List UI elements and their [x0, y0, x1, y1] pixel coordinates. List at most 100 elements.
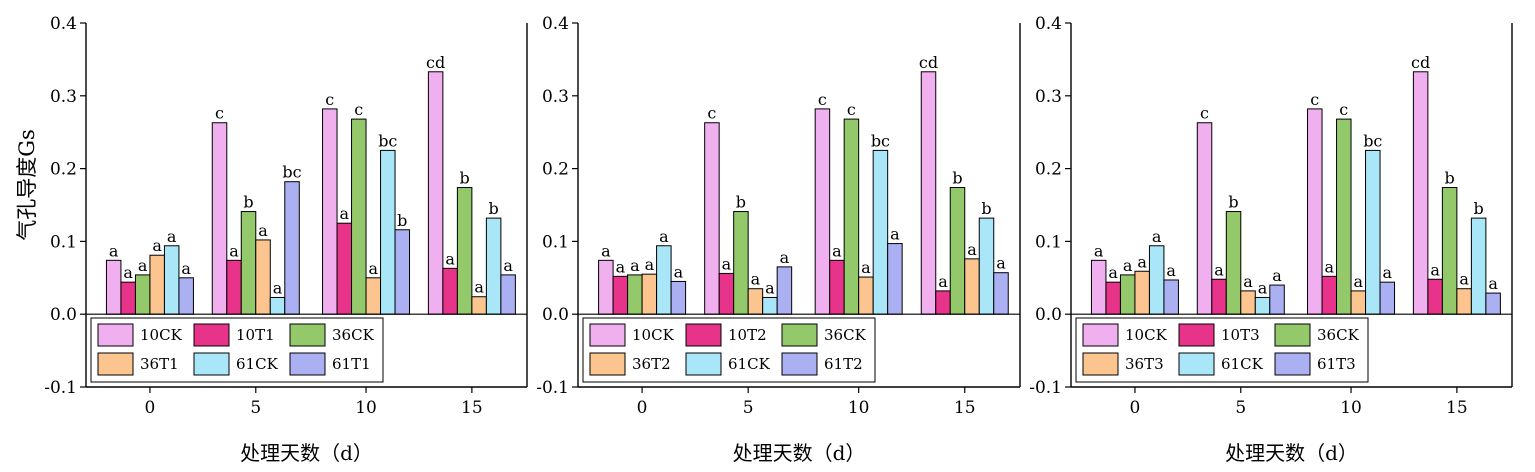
data-label-61T1-10: b — [397, 211, 407, 230]
bar-36CK-10 — [1336, 118, 1352, 315]
legend-swatch-10CK — [97, 323, 134, 347]
data-label-10CK-0: a — [109, 241, 119, 260]
data-label-61T2-10: a — [890, 225, 900, 244]
data-label-61CK-15: b — [489, 199, 499, 218]
legend-label-10T3: 10T3 — [1221, 326, 1260, 344]
x-axis-label: 处理天数（d） — [1225, 441, 1358, 465]
x-tick-label: 0 — [637, 398, 648, 418]
data-label-10T2-15: a — [938, 272, 948, 291]
data-label-61CK-5: a — [273, 278, 283, 297]
legend-box — [582, 317, 876, 383]
legend-swatch-36T1 — [97, 352, 134, 376]
data-label-61CK-0: a — [1152, 227, 1162, 246]
legend-swatch-36T2 — [589, 352, 626, 376]
y-tick-label: 0.4 — [542, 14, 569, 34]
bar-10CK-10 — [814, 108, 831, 315]
bar-10T1-5 — [226, 259, 242, 315]
bar-61CK-0 — [656, 245, 672, 315]
legend-label-10CK: 10CK — [632, 326, 675, 344]
data-label-10CK-0: a — [1094, 241, 1104, 260]
bar-36CK-15 — [1441, 187, 1458, 315]
legend-swatch-61CK — [1178, 352, 1215, 376]
data-label-61CK-15: b — [981, 199, 991, 218]
bar-61T2-15 — [993, 272, 1009, 315]
y-tick-label: 0.3 — [50, 87, 77, 107]
bar-36T3-0 — [1134, 270, 1150, 315]
x-tick-label: 15 — [1446, 398, 1468, 418]
bar-36T3-5 — [1240, 290, 1256, 315]
y-tick-label: 0.3 — [542, 87, 569, 107]
bar-36T2-10 — [858, 276, 874, 315]
data-label-10T1-0: a — [123, 263, 133, 282]
bar-61T3-15 — [1485, 292, 1501, 315]
y-tick-label: -0.1 — [44, 378, 77, 398]
y-tick-label: 0.1 — [1035, 232, 1062, 252]
bar-61T2-0 — [670, 280, 687, 315]
data-label-10CK-15: cd — [919, 53, 938, 72]
data-label-61CK-10: bc — [378, 131, 397, 150]
bar-10T2-0 — [612, 275, 629, 315]
bar-10T3-15 — [1427, 278, 1443, 315]
data-label-36CK-10: c — [1339, 100, 1348, 119]
data-label-61T2-5: a — [780, 248, 790, 267]
legend-label-36CK: 36CK — [1317, 326, 1360, 344]
data-label-10T3-0: a — [1108, 263, 1118, 282]
bar-36T2-5 — [747, 288, 764, 315]
x-axis-label: 处理天数（d） — [733, 441, 866, 465]
legend-box — [90, 317, 384, 383]
data-label-61T3-15: a — [1488, 274, 1498, 293]
data-label-61CK-15: b — [1474, 199, 1484, 218]
bar-61CK-5 — [269, 296, 286, 315]
data-label-36T2-0: a — [645, 255, 655, 274]
bar-36T3-15 — [1456, 288, 1472, 315]
legend-label-61CK: 61CK — [236, 355, 279, 373]
y-tick-label: 0.2 — [542, 160, 569, 180]
data-label-10CK-10: c — [325, 90, 334, 109]
bar-10T1-10 — [336, 222, 353, 315]
bar-10CK-5 — [211, 122, 228, 315]
data-label-36T3-10: a — [1354, 272, 1364, 291]
legend-box — [1075, 317, 1369, 383]
data-label-36T1-0: a — [152, 236, 162, 255]
bar-10CK-10 — [322, 108, 338, 315]
data-label-36T3-0: a — [1137, 252, 1147, 271]
data-label-10CK-5: c — [707, 104, 716, 123]
data-label-61CK-5: a — [765, 278, 775, 297]
legend-swatch-36CK — [781, 323, 818, 347]
data-label-61T2-0: a — [674, 262, 684, 281]
legend-swatch-61CK — [685, 352, 722, 376]
bar-36CK-0 — [1119, 274, 1136, 315]
x-tick-label: 10 — [848, 398, 870, 418]
y-tick-label: 0.1 — [542, 232, 569, 252]
legend-swatch-61T2 — [781, 352, 818, 376]
legend-label-36T2: 36T2 — [632, 355, 671, 373]
bar-10T3-5 — [1211, 278, 1227, 315]
bar-61T1-15 — [500, 274, 516, 315]
data-label-10T1-10: a — [340, 204, 350, 223]
data-label-10CK-10: c — [1310, 90, 1319, 109]
legend-label-10T2: 10T2 — [728, 326, 767, 344]
x-axis-label: 处理天数（d） — [240, 441, 373, 465]
bar-61CK-15 — [485, 217, 502, 315]
bar-10CK-0 — [105, 259, 122, 315]
data-label-61CK-10: bc — [871, 131, 890, 150]
bar-10T1-15 — [442, 267, 458, 315]
data-label-10T1-15: a — [445, 249, 455, 268]
y-tick-label: 0.2 — [1035, 160, 1062, 180]
bar-36CK-10 — [843, 118, 860, 315]
data-label-36CK-5: b — [1228, 193, 1238, 212]
legend-swatch-36T3 — [1082, 352, 1119, 376]
bar-61T1-5 — [284, 181, 300, 315]
bar-36CK-5 — [240, 211, 257, 315]
data-label-61CK-0: a — [659, 227, 669, 246]
x-tick-label: 15 — [461, 398, 483, 418]
legend-swatch-10T2 — [685, 323, 722, 347]
x-tick-label: 0 — [145, 398, 156, 418]
data-label-61T1-15: a — [503, 256, 513, 275]
bar-36T1-0 — [149, 254, 165, 315]
bar-36T1-15 — [471, 296, 487, 315]
bar-36T1-10 — [365, 277, 382, 315]
legend-label-36CK: 36CK — [332, 326, 375, 344]
data-label-36T1-5: a — [258, 221, 268, 240]
